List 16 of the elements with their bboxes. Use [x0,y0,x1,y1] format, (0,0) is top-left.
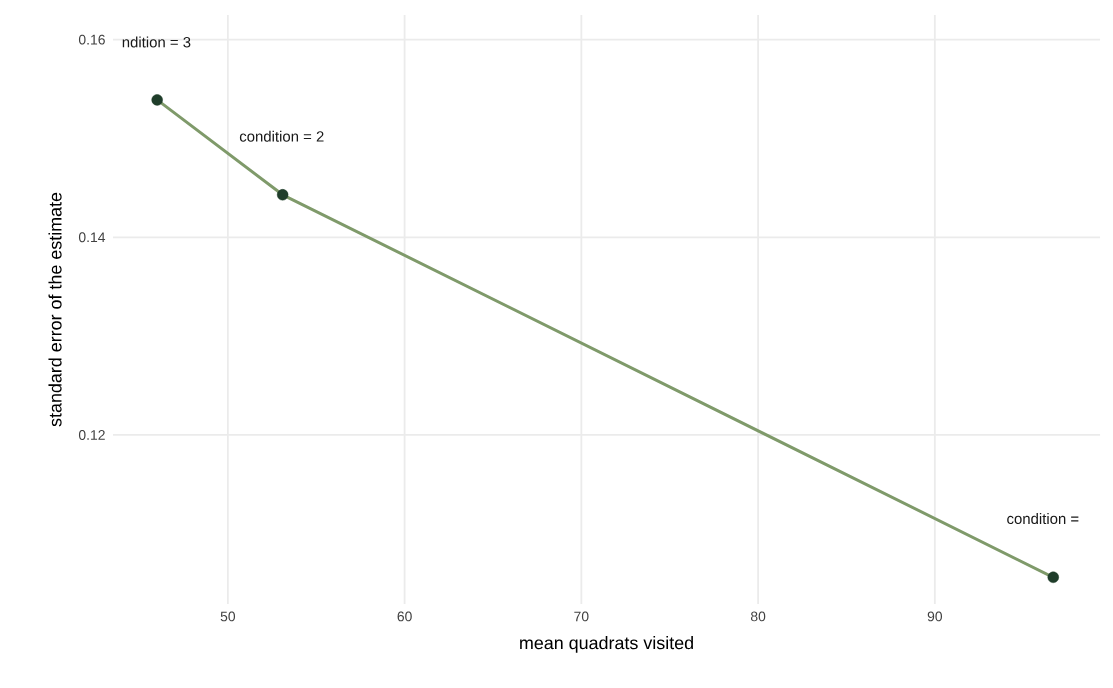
point [151,94,163,106]
y-tick-label: 0.14 [78,232,106,243]
y-axis-title: standard error of the estimate [48,193,62,427]
annotation: condition = 2 [239,130,324,142]
x-tick-label: 70 [574,611,589,622]
annotation: condition = [1007,513,1079,525]
point [276,189,289,201]
y-tick-label: 0.16 [78,34,105,45]
x-tick-label: 90 [927,611,943,622]
y-tick-label: 0.12 [78,430,105,441]
point [1047,571,1059,584]
x-tick-label: 60 [397,611,412,622]
x-axis-title: mean quadrats visited [520,636,693,654]
x-tick-label: 50 [220,611,236,622]
x-tick-label: 80 [750,611,766,622]
annotation: ndition = 3 [122,36,191,48]
